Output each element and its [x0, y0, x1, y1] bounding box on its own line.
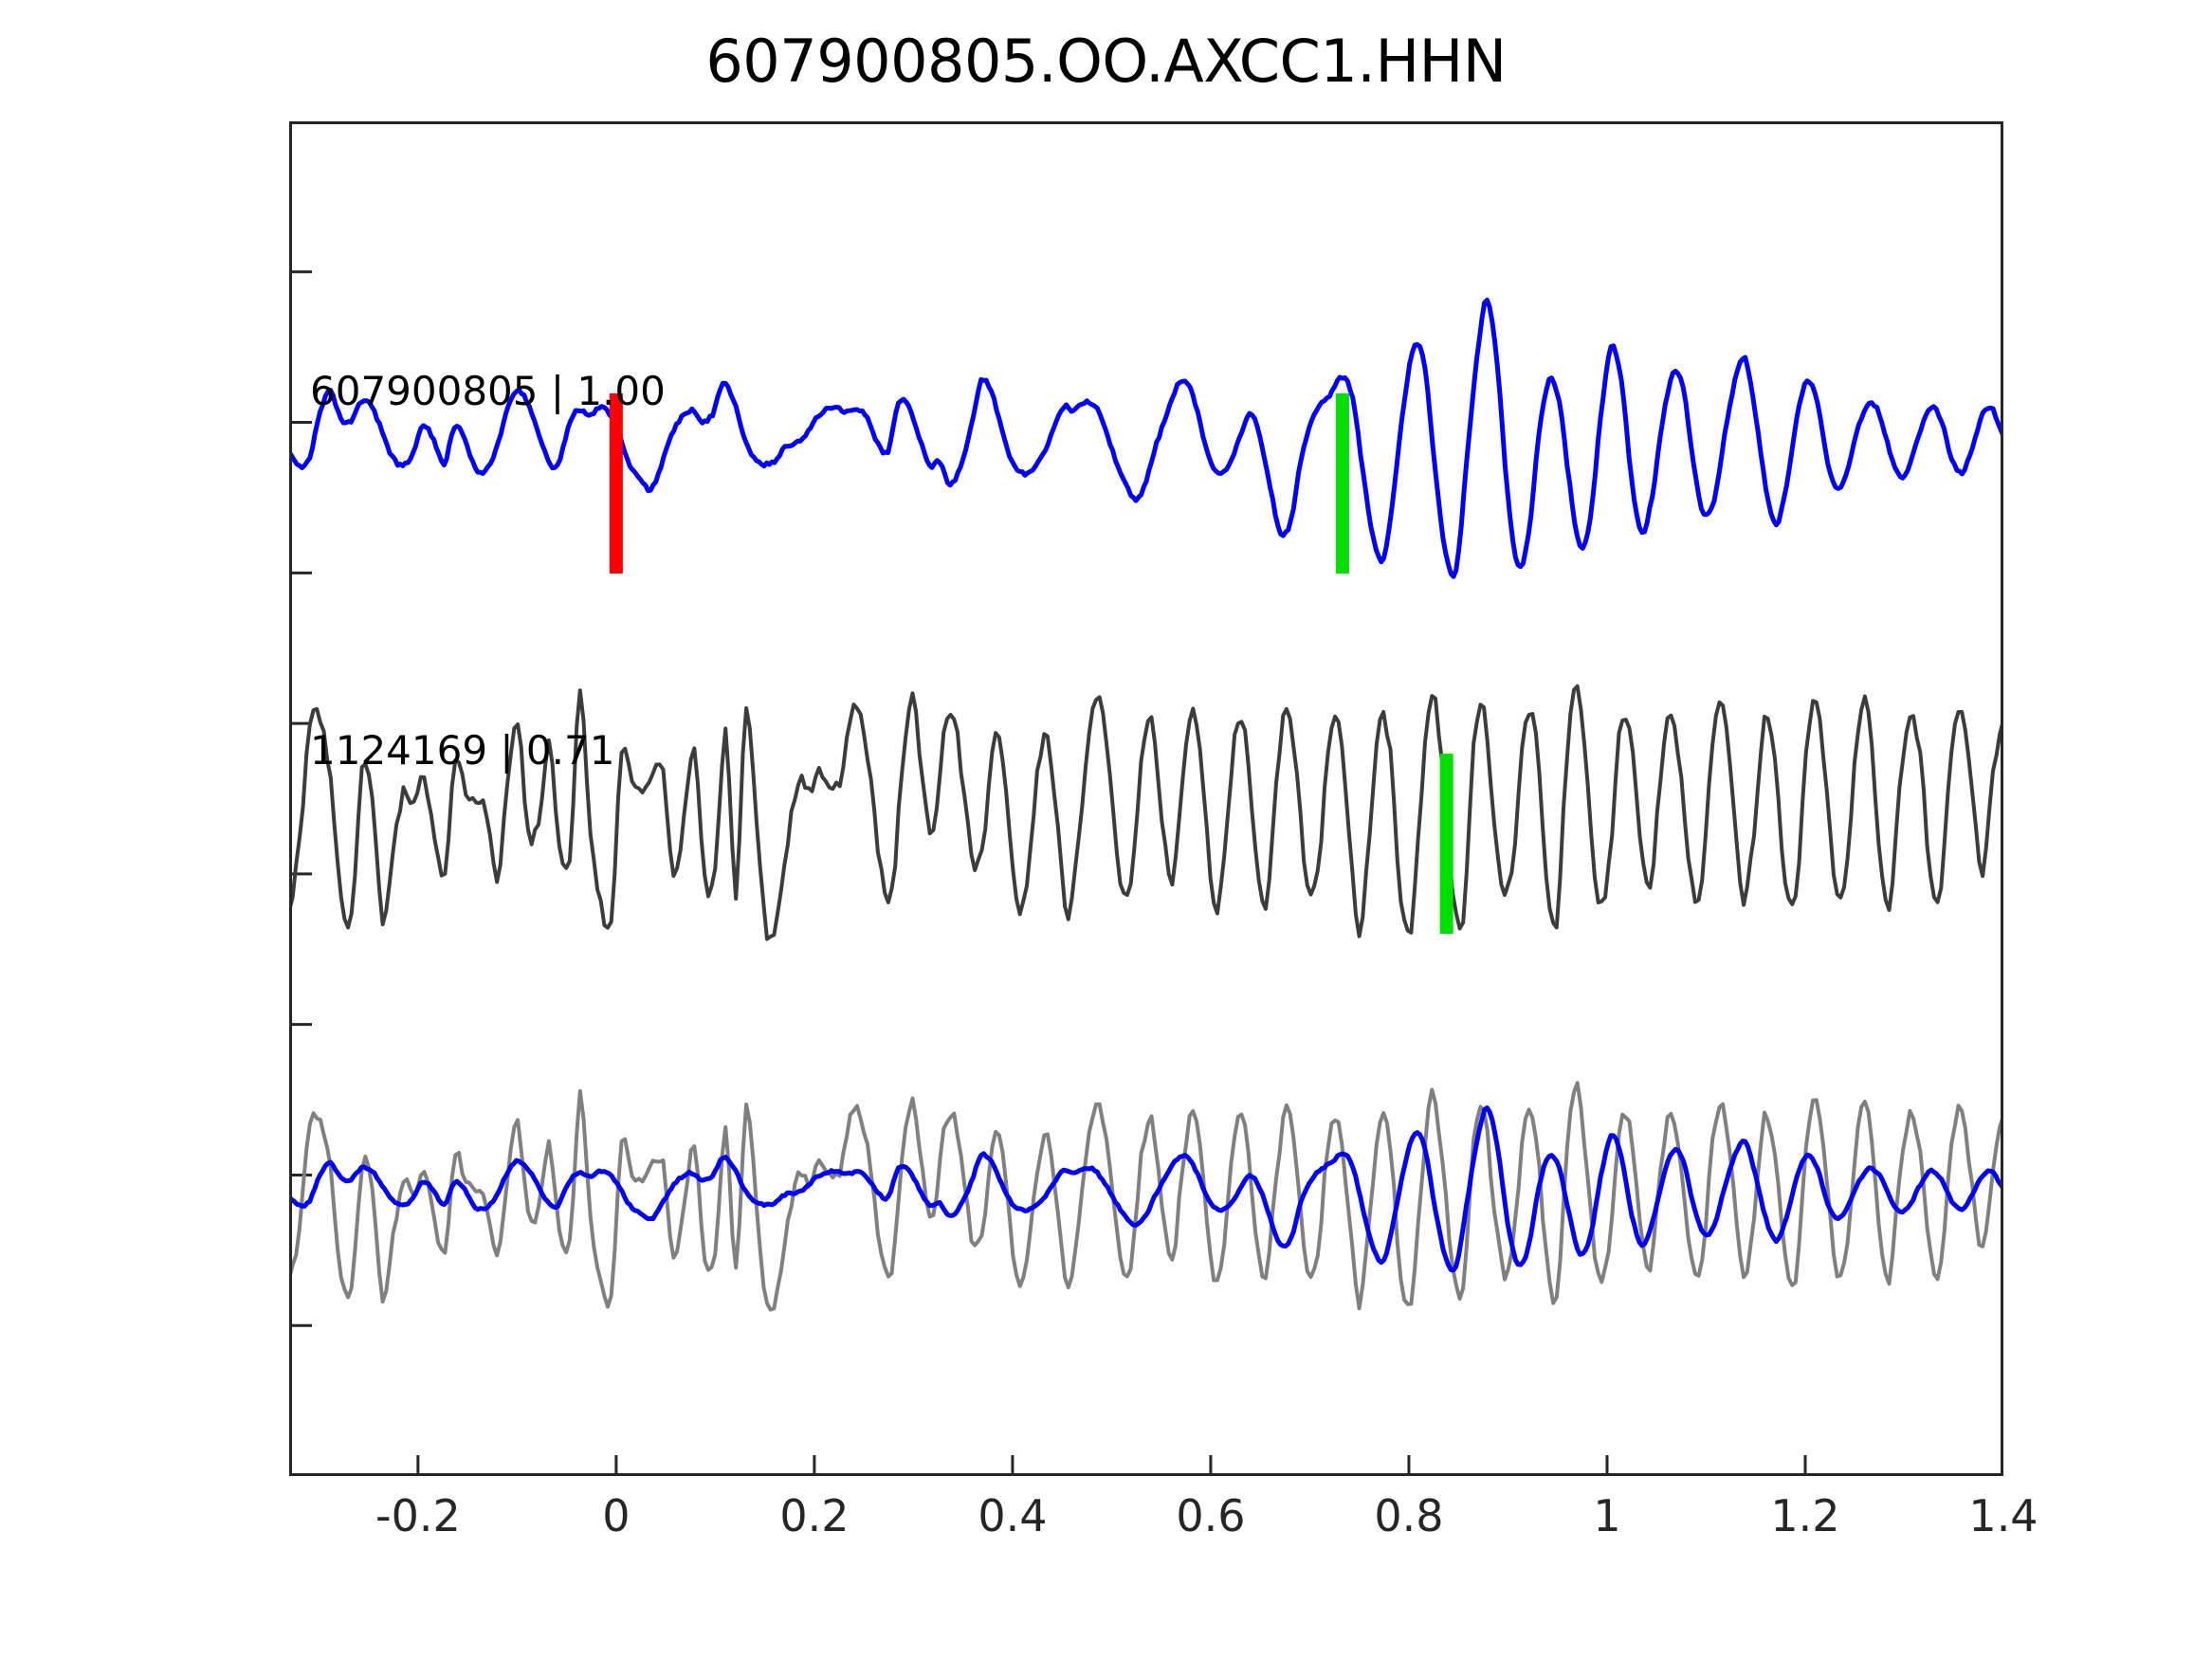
- page-title: 607900805.OO.AXCC1.HHN: [705, 27, 1507, 96]
- x-tick-label: 1.4: [1968, 1490, 2038, 1541]
- axes-border: [289, 121, 2003, 1476]
- overlay-detection-trace: [289, 1105, 2003, 1273]
- x-tick-label: 0.2: [779, 1490, 850, 1541]
- x-axis-ticks: [416, 1455, 2003, 1476]
- x-tick-label: 1: [1593, 1490, 1621, 1541]
- template-waveform-trace: [289, 684, 2003, 941]
- x-tick-label: -0.2: [375, 1490, 461, 1541]
- x-tick-label: 1.2: [1770, 1490, 1840, 1541]
- template-trace-label: 1124169 | 0.71: [310, 727, 615, 774]
- detection-waveform-trace: [289, 298, 2003, 579]
- waveform-canvas: [289, 121, 2003, 1476]
- x-tick-label: 0: [602, 1490, 631, 1541]
- y-axis-ticks: [289, 270, 312, 1327]
- template-phase-pick-marker: [1439, 754, 1453, 934]
- detection-trace-label: 607900805 | 1.00: [310, 368, 666, 414]
- detection-phase-pick-marker: [1335, 393, 1349, 574]
- x-tick-label: 0.6: [1176, 1490, 1246, 1541]
- x-tick-label: 0.8: [1374, 1490, 1444, 1541]
- plot-axes: 607900805 | 1.00 1124169 | 0.71: [289, 121, 2003, 1476]
- overlay-template-trace: [289, 1081, 2003, 1312]
- x-tick-label: 0.4: [978, 1490, 1048, 1541]
- origin-time-marker: [609, 393, 623, 574]
